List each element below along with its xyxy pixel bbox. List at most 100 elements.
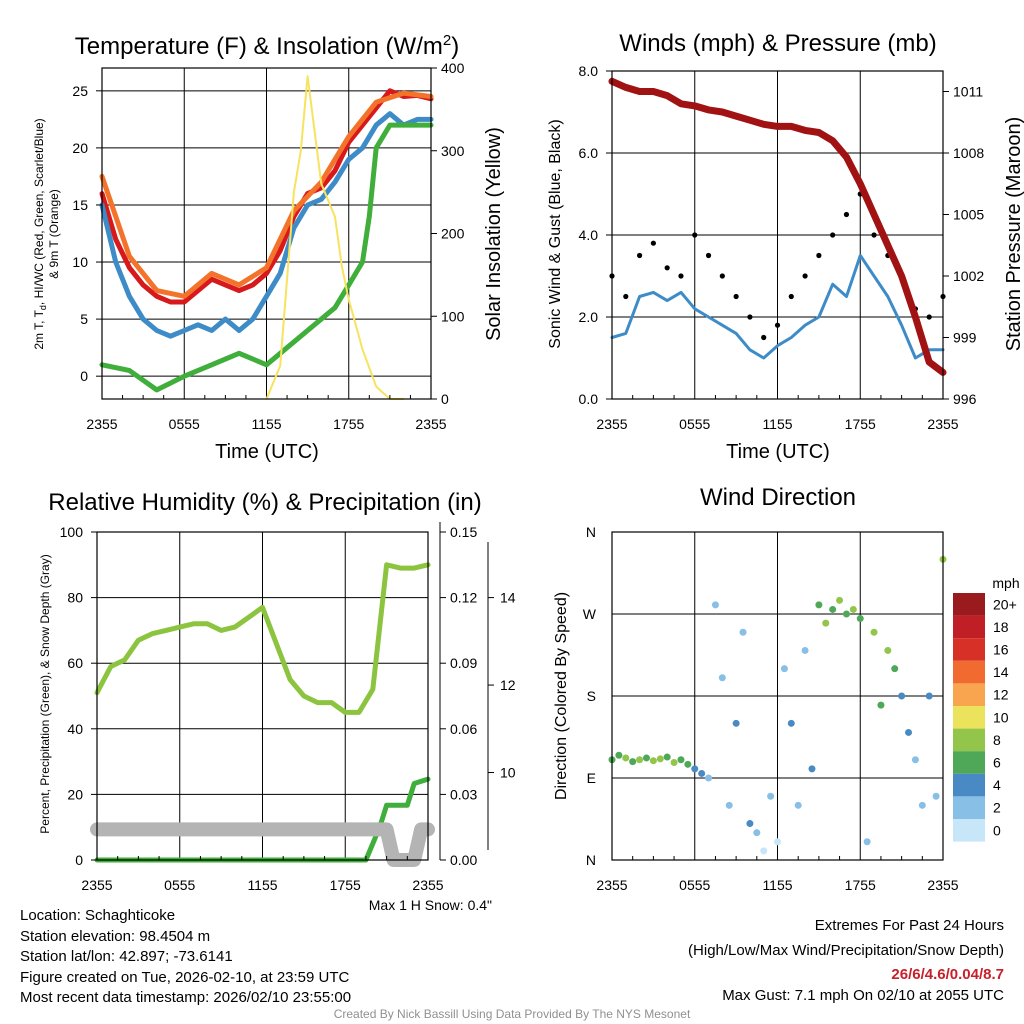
gust-point bbox=[788, 293, 794, 300]
y2-tick-label: 1008 bbox=[953, 145, 984, 161]
y2-tick-label: 100 bbox=[441, 308, 465, 324]
legend-swatch bbox=[953, 751, 985, 774]
x-tick-label: 2355 bbox=[927, 877, 958, 893]
x-tick-label: 1755 bbox=[845, 416, 876, 432]
direction-point bbox=[753, 829, 761, 837]
max-gust: Max Gust: 7.1 mph On 02/10 at 2055 UTC bbox=[722, 986, 1004, 1004]
x-tick-label: 2355 bbox=[81, 877, 112, 893]
x-tick-label: 1155 bbox=[251, 416, 281, 432]
direction-point bbox=[739, 628, 747, 636]
direction-point bbox=[829, 605, 837, 613]
y2-tick-label: 0.00 bbox=[450, 852, 477, 868]
extremes-values: 26/6/4.6/0.04/8.7 bbox=[891, 966, 1004, 983]
direction-point bbox=[925, 692, 933, 700]
y3-tick-label: 12 bbox=[500, 677, 516, 693]
legend-label: 18 bbox=[993, 619, 1009, 635]
x-tick-label: 0555 bbox=[679, 877, 710, 893]
direction-point bbox=[911, 756, 919, 764]
direction-point bbox=[691, 765, 699, 773]
x-tick-label: 2355 bbox=[415, 416, 446, 432]
gust-point bbox=[705, 252, 712, 259]
gust-point bbox=[830, 232, 836, 238]
wind-direction-panel: Wind Direction 2355 0555 1155 1755 2355 N W S E… bbox=[553, 484, 1020, 893]
temperature-y2-ticks: 400 300 200 100 0 bbox=[431, 60, 465, 407]
insolation-y-label: Solar Insolation (Yellow) bbox=[483, 127, 505, 341]
x-tick-label: 1755 bbox=[845, 877, 876, 893]
direction-point bbox=[705, 774, 713, 782]
x-tick-label: 2355 bbox=[412, 877, 443, 893]
x-tick-label: 0555 bbox=[169, 416, 200, 432]
figure-created: Figure created on Tue, 2026-02-10, at 23… bbox=[20, 968, 350, 986]
legend-swatch bbox=[953, 706, 985, 729]
y-tick-label: 8.0 bbox=[579, 63, 599, 79]
wind-direction-y-ticks: N W S E N bbox=[583, 524, 597, 868]
direction-point bbox=[891, 665, 899, 673]
x-tick-label: 1155 bbox=[762, 877, 792, 893]
legend-label: 20+ bbox=[993, 596, 1017, 612]
legend-label: 8 bbox=[993, 732, 1001, 748]
winds-series bbox=[608, 77, 947, 376]
legend-title: mph bbox=[992, 575, 1019, 591]
temperature-y-ticks: 25 20 15 10 5 0 bbox=[72, 83, 102, 384]
legend-swatch bbox=[953, 683, 985, 706]
x-tick-label: 1155 bbox=[762, 416, 792, 432]
y-tick-label: 20 bbox=[67, 786, 83, 802]
direction-point bbox=[918, 801, 926, 809]
y-tick-label: 40 bbox=[67, 721, 83, 737]
legend-swatch bbox=[953, 728, 985, 752]
temperature-y-label-line2: & 9m T (Orange) bbox=[47, 189, 61, 279]
direction-point bbox=[677, 756, 685, 764]
wind-direction-x-ticks: 2355 0555 1155 1755 2355 bbox=[596, 856, 959, 893]
direction-point bbox=[863, 838, 871, 846]
y2-tick-label: 0.06 bbox=[450, 721, 477, 737]
temperature-grid bbox=[102, 68, 431, 399]
y2-tick-label: 1005 bbox=[953, 207, 984, 223]
direction-point bbox=[622, 754, 630, 762]
legend-swatch bbox=[953, 615, 985, 639]
series-line-2m-t bbox=[99, 88, 434, 305]
humidity-plot-frame bbox=[96, 531, 429, 861]
wind-direction-points bbox=[608, 555, 947, 855]
temperature-y-label-line1: 2m T, Td, HI/WC (Red, Green, Scarlet/Blu… bbox=[32, 118, 48, 349]
y2-tick-label: 0.03 bbox=[450, 786, 477, 802]
legend-label: 4 bbox=[993, 777, 1001, 793]
wind-direction-grid bbox=[612, 532, 943, 860]
y2-tick-label: 0 bbox=[441, 391, 449, 407]
wind-direction-title: Wind Direction bbox=[700, 484, 856, 511]
direction-point bbox=[718, 674, 726, 682]
direction-point bbox=[663, 753, 671, 761]
precip-y-ticks: 0.15 0.12 0.09 0.06 0.03 0.00 bbox=[439, 522, 477, 868]
credit-footer: Created By Nick Bassill Using Data Provi… bbox=[333, 1007, 691, 1021]
direction-point bbox=[711, 601, 719, 609]
x-tick-label: 2355 bbox=[86, 416, 117, 432]
legend-label: 16 bbox=[993, 642, 1009, 658]
direction-point bbox=[877, 701, 885, 709]
y2-tick-label: 0.09 bbox=[450, 655, 477, 671]
direction-point bbox=[884, 646, 892, 654]
station-location: Location: Schaghticoke bbox=[20, 907, 176, 924]
gust-point bbox=[926, 314, 932, 320]
temperature-x-ticks: 2355 0555 1155 1755 2355 bbox=[86, 395, 447, 432]
y-tick-label: 5 bbox=[80, 311, 88, 327]
y2-tick-label: 300 bbox=[441, 143, 465, 159]
legend-label: 10 bbox=[993, 709, 1009, 725]
station-latlon: Station lat/lon: 42.897; -73.6141 bbox=[20, 948, 233, 965]
gust-point bbox=[719, 273, 725, 279]
legend-swatch bbox=[953, 796, 985, 819]
speed-legend: mph 20+ 18 16 14 12 10 8 6 4 2 0 bbox=[953, 575, 1020, 842]
gust-point bbox=[816, 252, 822, 259]
direction-point bbox=[849, 605, 857, 613]
y-tick-label: 25 bbox=[72, 83, 88, 99]
temperature-title: Temperature (F) & Insolation (W/m2) bbox=[75, 32, 459, 60]
direction-point bbox=[856, 615, 864, 623]
humidity-grid bbox=[97, 532, 428, 860]
y-tick-label: 100 bbox=[60, 524, 84, 540]
y3-tick-label: 10 bbox=[500, 765, 516, 781]
y3-tick-label: 14 bbox=[500, 590, 516, 606]
wind-direction-y-label: Direction (Colored By Speed) bbox=[553, 592, 570, 800]
direction-point bbox=[725, 801, 733, 809]
direction-point bbox=[767, 792, 775, 800]
y2-tick-label: 999 bbox=[953, 330, 977, 346]
snow-note: Max 1 H Snow: 0.4" bbox=[369, 897, 492, 913]
legend-swatch bbox=[953, 819, 985, 842]
